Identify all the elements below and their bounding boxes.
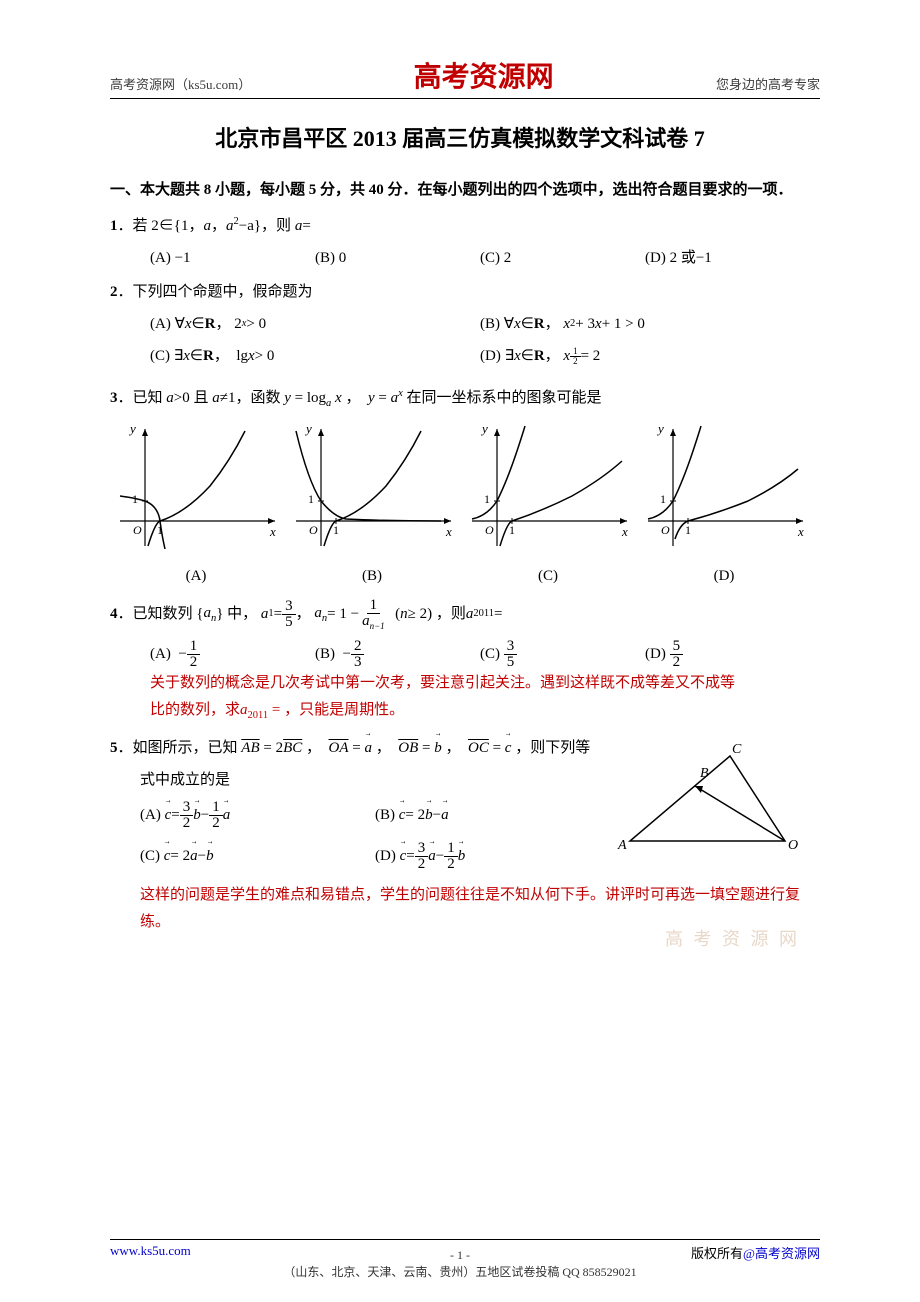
document-title: 北京市昌平区 2013 届高三仿真模拟数学文科试卷 7 [0,121,920,153]
question-5-figure: A O B C [610,736,810,882]
chart-b: x y O 1 1 (B) [286,421,458,588]
svg-text:1: 1 [509,523,515,537]
option-a: (A) −1 [150,246,315,270]
svg-text:1: 1 [660,492,666,506]
question-3: 3．已知 a>0 且 a≠1，函数 y = loga x ， y = ax 在同… [110,386,810,588]
watermark: 高 考 资 源 网 [665,925,800,951]
svg-text:O: O [788,838,798,853]
option-d: (D) c = 32a − 12b [375,841,610,872]
option-b: (B) ∀x ∈ R ， x2 + 3x + 1 > 0 [480,312,810,336]
svg-text:1: 1 [484,492,490,506]
svg-text:O: O [485,523,494,537]
question-5: 5．如图所示，已知 AB = 2BC ， OA = a ， OB = b ， O… [110,736,810,936]
option-d: (D) 2 或−1 [645,246,810,270]
question-5-options: (A) c = 32b − 12a (B) c = 2b − a (C) c =… [110,800,610,882]
chart-c: x y O 1 1 (C) [462,421,634,588]
svg-text:1: 1 [333,523,339,537]
option-b: (B) 0 [315,246,480,270]
header-source: 高考资源网（ks5u.com） [110,74,251,93]
option-a: (A) ∀x ∈ R ， 2x > 0 [150,312,480,336]
header-slogan: 您身边的高考专家 [716,74,820,93]
question-4-note: 关于数列的概念是几次考试中第一次考，要注意引起关注。遇到这样既不成等差又不成等 … [110,670,810,726]
option-c: (C) 2 [480,246,645,270]
question-2: 2．下列四个命题中，假命题为 (A) ∀x ∈ R ， 2x > 0 (B) ∀… [110,280,810,376]
svg-text:B: B [700,766,709,781]
content: 一、 本大题共 8 小题，每小题 5 分，共 40 分．在每小题列出的四个选项中… [0,178,920,936]
svg-text:C: C [732,742,742,757]
option-c: (C) c = 2a − b [140,841,375,872]
option-b: (B) c = 2b − a [375,800,610,831]
question-5-stem: 5．如图所示，已知 AB = 2BC ， OA = a ， OB = b ， O… [110,736,610,760]
option-c: (C) 35 [480,639,645,670]
chart-d: x y O 1 1 (D) [638,421,810,588]
svg-text:x: x [797,524,804,539]
svg-text:x: x [269,524,276,539]
svg-text:x: x [621,524,628,539]
question-1: 1．若 2∈{1，a，a2−a}，则 a= (A) −1 (B) 0 (C) 2… [110,214,810,270]
question-2-options: (A) ∀x ∈ R ， 2x > 0 (B) ∀x ∈ R ， x2 + 3x… [110,312,810,376]
page-header: 高考资源网（ks5u.com） 高考资源网 您身边的高考专家 [110,0,820,99]
svg-text:A: A [617,838,627,853]
question-4: 4．已知数列 {an} 中， a1 = 35 ， an = 1 − 1an−1 … [110,598,810,726]
svg-text:O: O [133,523,142,537]
question-1-stem: 1．若 2∈{1，a，a2−a}，则 a= [110,214,810,238]
svg-text:1: 1 [685,523,691,537]
svg-text:O: O [661,523,670,537]
option-d: (D) 52 [645,639,810,670]
question-4-options: (A) −12 (B) −23 (C) 35 (D) 52 [110,639,810,670]
footer-center: - 1 - （山东、北京、天津、云南、贵州）五地区试卷投稿 QQ 8585290… [0,1248,920,1280]
question-3-charts: x y O 1 1 (A) x [110,421,810,588]
question-3-stem: 3．已知 a>0 且 a≠1，函数 y = loga x ， y = ax 在同… [110,386,810,413]
question-1-options: (A) −1 (B) 0 (C) 2 (D) 2 或−1 [110,246,810,270]
svg-text:y: y [304,421,312,436]
option-b: (B) −23 [315,639,480,670]
svg-text:y: y [656,421,664,436]
svg-text:x: x [445,524,452,539]
option-a: (A) −12 [150,639,315,670]
option-a: (A) c = 32b − 12a [140,800,375,831]
svg-text:y: y [128,421,136,436]
section-1-header: 一、 本大题共 8 小题，每小题 5 分，共 40 分．在每小题列出的四个选项中… [110,178,810,202]
svg-text:y: y [480,421,488,436]
option-c: (C) ∃x ∈ R ， lg x > 0 [150,344,480,368]
question-4-stem: 4．已知数列 {an} 中， a1 = 35 ， an = 1 − 1an−1 … [110,598,810,631]
svg-text:1: 1 [308,492,314,506]
option-d: (D) ∃x ∈ R ， x12 = 2 [480,344,810,368]
question-2-stem: 2．下列四个命题中，假命题为 [110,280,810,304]
svg-text:O: O [309,523,318,537]
chart-a: x y O 1 1 (A) [110,421,282,588]
header-logo: 高考资源网 [414,55,554,95]
